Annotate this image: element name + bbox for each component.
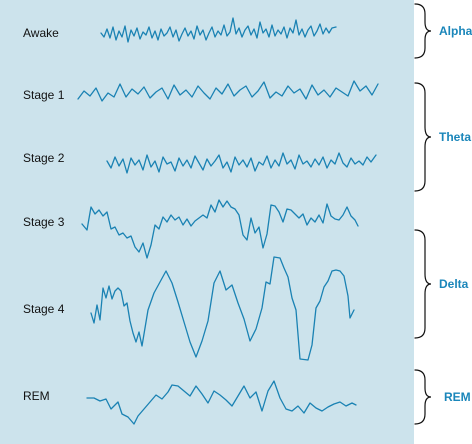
eeg-panel bbox=[0, 0, 414, 444]
brace-theta bbox=[414, 82, 432, 192]
brace-delta bbox=[414, 229, 432, 339]
stage-label-stage-4: Stage 4 bbox=[23, 302, 65, 316]
band-label-theta: Theta bbox=[439, 130, 472, 144]
band-label-rem: REM bbox=[444, 390, 471, 404]
wave-stage-4 bbox=[90, 256, 355, 361]
brace-rem bbox=[414, 369, 432, 425]
stage-label-stage-1: Stage 1 bbox=[23, 88, 65, 102]
wave-stage-2 bbox=[106, 152, 377, 174]
stage-label-rem: REM bbox=[23, 389, 50, 403]
brace-alpha bbox=[414, 3, 432, 59]
band-label-delta: Delta bbox=[439, 277, 469, 291]
wave-rem bbox=[86, 380, 357, 425]
wave-awake bbox=[100, 17, 337, 43]
wave-stage-1 bbox=[77, 80, 379, 102]
band-label-alpha: Alpha bbox=[439, 24, 472, 38]
stage-label-awake: Awake bbox=[23, 26, 59, 40]
wave-stage-3 bbox=[81, 199, 359, 259]
stage-label-stage-3: Stage 3 bbox=[23, 215, 65, 229]
stage-label-stage-2: Stage 2 bbox=[23, 151, 65, 165]
